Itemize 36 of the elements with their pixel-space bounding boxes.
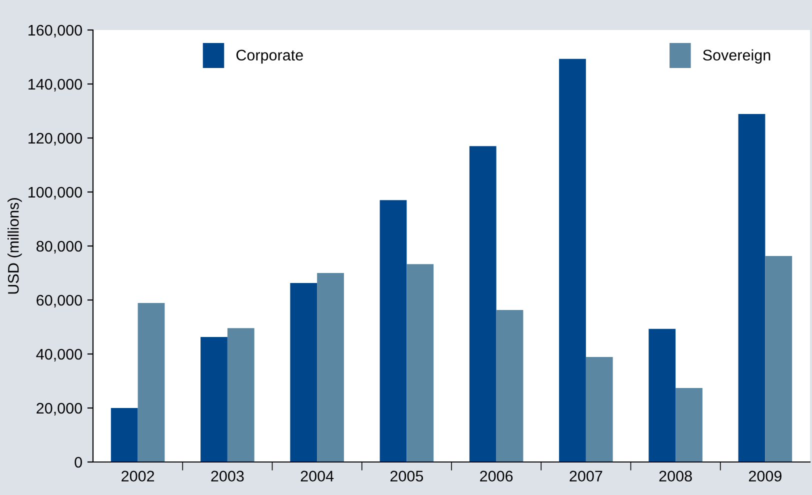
- bar: [738, 114, 766, 462]
- bar: [469, 146, 496, 462]
- bar: [496, 310, 524, 462]
- x-tick-label: 2002: [122, 470, 154, 482]
- y-tick-label: 0: [74, 456, 82, 468]
- y-tick-label: 80,000: [36, 240, 82, 254]
- x-tick-label: 2006: [480, 470, 513, 482]
- bar: [559, 58, 586, 462]
- bar: [406, 264, 434, 462]
- x-tick-label: 2009: [748, 470, 782, 482]
- x-tick-label: 2008: [659, 470, 692, 482]
- y-tick-label: 120,000: [28, 132, 82, 146]
- bar: [317, 273, 344, 462]
- y-tick-label: 160,000: [28, 24, 82, 38]
- bar: [676, 388, 702, 462]
- y-axis-title: USD (millions): [8, 198, 22, 294]
- legend-label: Corporate: [236, 50, 303, 64]
- x-tick-label: 2005: [390, 470, 424, 482]
- bar: [138, 302, 165, 462]
- legend-label: Sovereign: [703, 49, 770, 64]
- bar: [648, 328, 676, 462]
- bar: [110, 408, 138, 462]
- x-tick-label: 2007: [570, 470, 602, 482]
- y-tick-label: 140,000: [28, 78, 82, 92]
- bar: [586, 356, 613, 462]
- y-tick-label: 20,000: [36, 402, 82, 416]
- bar: [227, 328, 254, 462]
- bar: [765, 256, 792, 462]
- y-tick-label: 40,000: [36, 348, 82, 362]
- bar: [380, 200, 407, 462]
- bar: [290, 282, 318, 462]
- x-tick-label: 2004: [300, 470, 334, 482]
- x-tick-label: 2003: [211, 470, 244, 482]
- y-tick-label: 60,000: [36, 294, 82, 308]
- y-tick-label: 100,000: [28, 186, 82, 200]
- bar: [200, 336, 228, 462]
